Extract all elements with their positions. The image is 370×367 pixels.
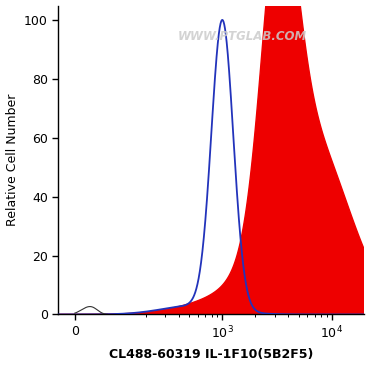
Text: WWW.PTGLAB.COM: WWW.PTGLAB.COM [177,30,307,43]
X-axis label: CL488-60319 IL-1F10(5B2F5): CL488-60319 IL-1F10(5B2F5) [109,348,314,361]
Y-axis label: Relative Cell Number: Relative Cell Number [6,94,18,226]
